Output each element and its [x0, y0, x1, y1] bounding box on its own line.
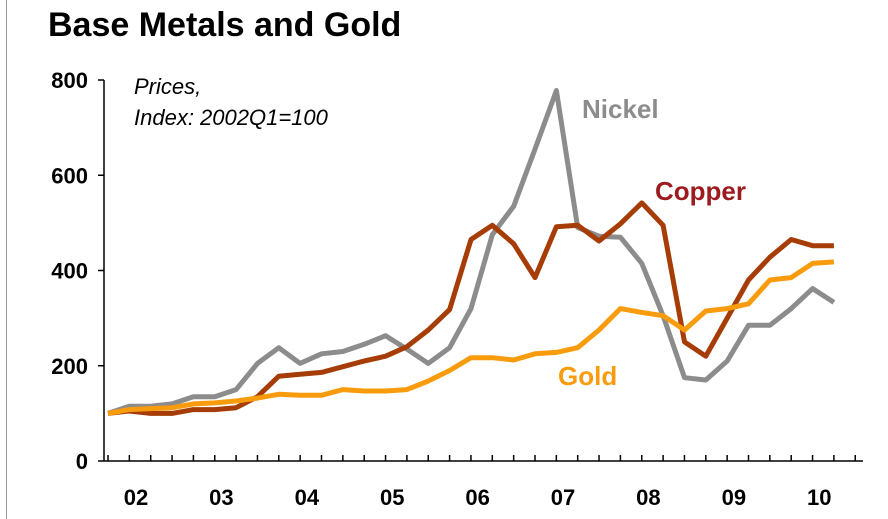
series-line-gold	[107, 259, 835, 416]
series-label-copper: Copper	[655, 176, 746, 206]
y-tick-label: 400	[51, 259, 88, 284]
y-tick-label: 200	[51, 354, 88, 379]
frame-left-border	[6, 0, 7, 519]
series-label-gold: Gold	[558, 361, 617, 391]
chart-title: Base Metals and Gold	[48, 6, 402, 44]
x-tick-label: 10	[807, 485, 831, 510]
x-tick-label: 07	[551, 485, 575, 510]
y-tick-label: 600	[51, 163, 88, 188]
x-tick-label: 03	[209, 485, 233, 510]
x-tick-label: 08	[636, 485, 660, 510]
series-label-group: Nickel Copper Gold	[558, 94, 746, 391]
x-tick-label: 05	[380, 485, 404, 510]
chart-note-line2: Index: 2002Q1=100	[134, 105, 329, 130]
x-tick-label: 06	[465, 485, 489, 510]
y-tick-group: 0 200 400 600 800	[51, 68, 104, 474]
x-tick-label: 09	[722, 485, 746, 510]
chart-note-line1: Prices,	[134, 74, 201, 99]
x-tick-label: 04	[295, 485, 320, 510]
series-line-nickel	[107, 88, 836, 416]
x-tick-label: 02	[124, 485, 148, 510]
y-tick-label: 800	[51, 68, 88, 93]
series-line-copper	[107, 200, 834, 416]
y-tick-label: 0	[76, 449, 88, 474]
x-tick-group: 02 03 04 05 06 07 08 09 10	[107, 455, 856, 510]
series-group	[107, 88, 836, 416]
series-label-nickel: Nickel	[582, 94, 659, 124]
